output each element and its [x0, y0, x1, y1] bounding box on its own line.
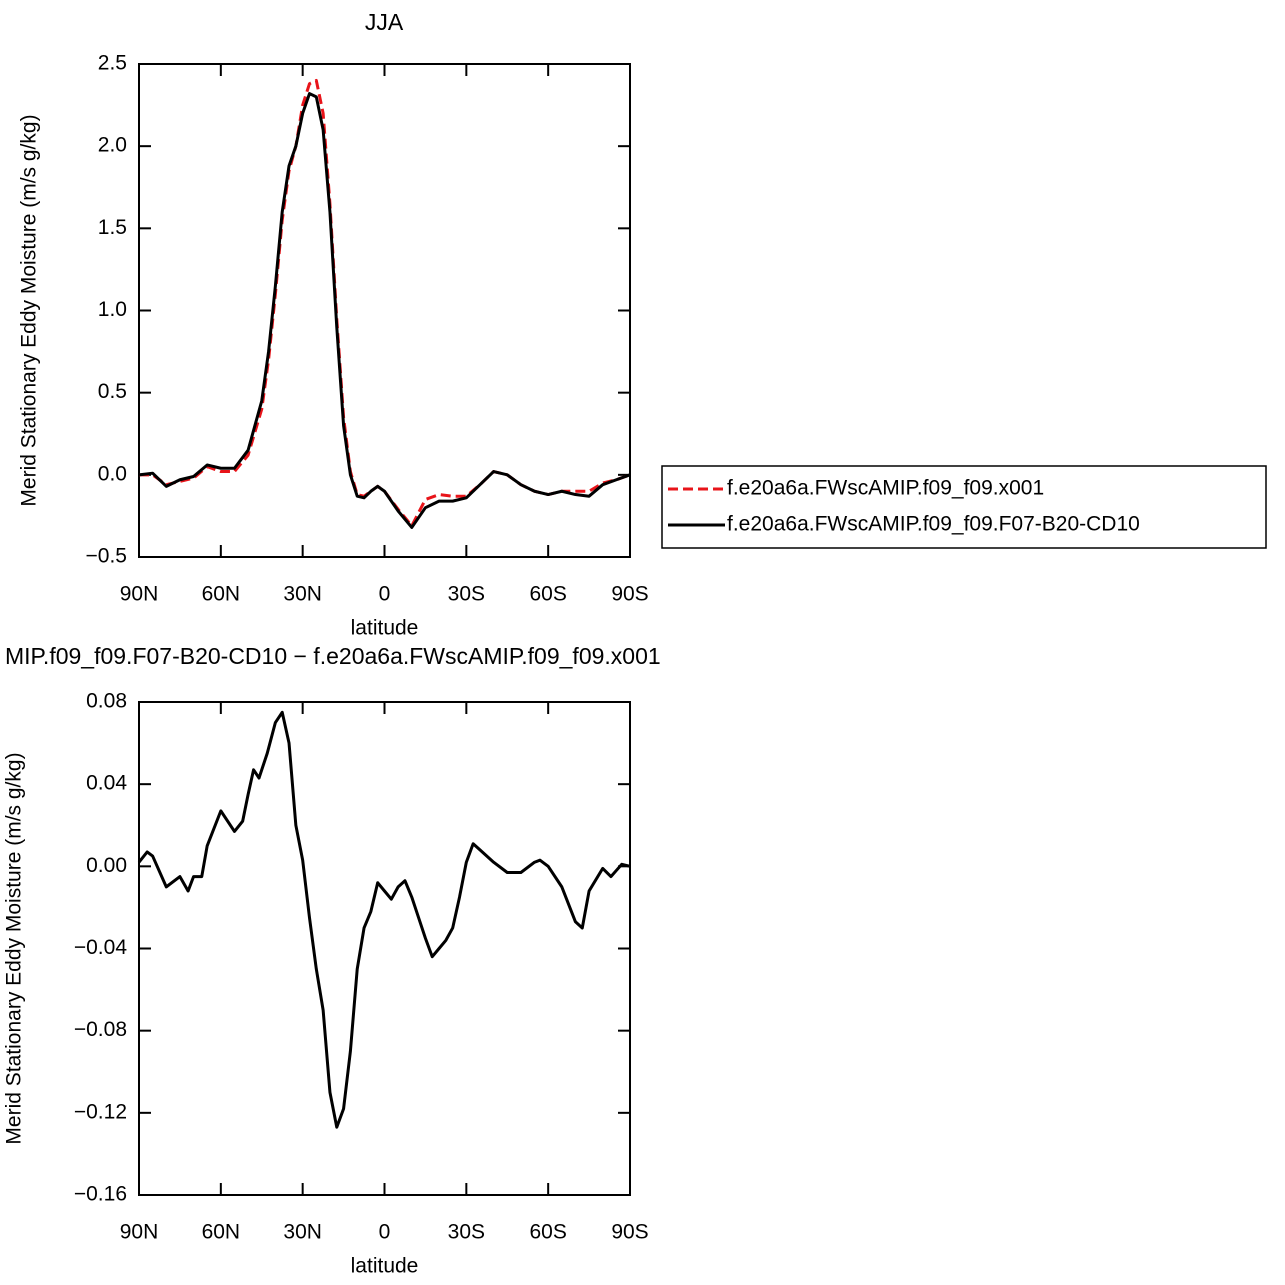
y-tick-label: −0.08 [74, 1018, 127, 1041]
y-axis-label: Merid Stationary Eddy Moisture (m/s g/kg… [3, 752, 26, 1144]
x-tick-label: 90N [120, 1221, 159, 1244]
x-tick-label: 90S [611, 1221, 648, 1244]
x-tick-label: 0 [379, 1221, 391, 1244]
x-tick-label: 90S [611, 583, 648, 606]
y-tick-label: 0.0 [98, 462, 127, 485]
chart-title: JJA [365, 9, 404, 35]
series-line [139, 78, 631, 528]
x-tick-label: 90N [120, 583, 159, 606]
y-tick-label: −0.12 [74, 1100, 127, 1123]
x-tick-label: 0 [379, 583, 391, 606]
x-tick-label: 60S [529, 1221, 566, 1244]
y-tick-label: 0.04 [86, 772, 127, 795]
x-axis-label: latitude [351, 1255, 419, 1278]
series-line [138, 92, 631, 529]
y-tick-label: 1.0 [98, 298, 127, 321]
y-tick-label: −0.04 [74, 936, 127, 959]
y-tick-label: 2.0 [98, 134, 127, 157]
x-tick-label: 30S [448, 583, 485, 606]
x-tick-label: 60N [202, 1221, 241, 1244]
y-tick-label: 2.5 [98, 52, 127, 75]
x-tick-label: 30N [283, 583, 322, 606]
y-tick-label: −0.16 [74, 1183, 127, 1206]
y-axis-label: Merid Stationary Eddy Moisture (m/s g/kg… [18, 114, 41, 506]
x-tick-label: 60S [529, 583, 566, 606]
plot-frame [138, 701, 631, 1196]
legend-box [661, 465, 1267, 549]
legend-label: f.e20a6a.FWscAMIP.f09_f09.F07-B20-CD10 [727, 513, 1140, 536]
y-tick-label: 0.00 [86, 854, 127, 877]
y-tick-label: 0.08 [86, 690, 127, 713]
chart-title: MIP.f09_f09.F07-B20-CD10 − f.e20a6a.FWsc… [5, 643, 661, 669]
y-tick-label: −0.5 [86, 545, 127, 568]
x-tick-label: 30S [448, 1221, 485, 1244]
y-tick-label: 0.5 [98, 380, 127, 403]
plot-frame [138, 63, 631, 558]
x-tick-label: 30N [283, 1221, 322, 1244]
x-axis-label: latitude [351, 617, 419, 640]
x-tick-label: 60N [202, 583, 241, 606]
y-tick-label: 1.5 [98, 216, 127, 239]
legend-label: f.e20a6a.FWscAMIP.f09_f09.x001 [727, 477, 1044, 500]
series-line [137, 710, 631, 1129]
